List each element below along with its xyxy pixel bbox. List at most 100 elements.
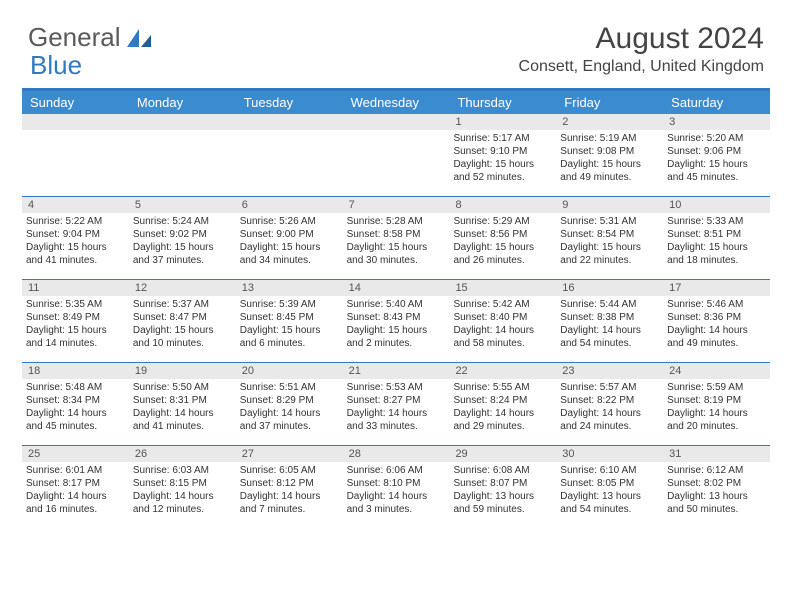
sunset-text: Sunset: 8:22 PM xyxy=(560,394,659,407)
daylight-text: Daylight: 14 hours and 20 minutes. xyxy=(667,407,766,433)
day-number: 17 xyxy=(663,280,770,296)
day-cell: 13Sunrise: 5:39 AMSunset: 8:45 PMDayligh… xyxy=(236,280,343,362)
sunrise-text: Sunrise: 5:44 AM xyxy=(560,298,659,311)
daylight-text: Daylight: 13 hours and 54 minutes. xyxy=(560,490,659,516)
day-header-sun: Sunday xyxy=(22,91,129,114)
sunrise-text: Sunrise: 5:24 AM xyxy=(133,215,232,228)
sunrise-text: Sunrise: 5:28 AM xyxy=(347,215,446,228)
sunset-text: Sunset: 8:27 PM xyxy=(347,394,446,407)
sunset-text: Sunset: 9:08 PM xyxy=(560,145,659,158)
day-cell: 21Sunrise: 5:53 AMSunset: 8:27 PMDayligh… xyxy=(343,363,450,445)
day-cell: 20Sunrise: 5:51 AMSunset: 8:29 PMDayligh… xyxy=(236,363,343,445)
day-number: 3 xyxy=(663,114,770,130)
daylight-text: Daylight: 15 hours and 18 minutes. xyxy=(667,241,766,267)
day-number xyxy=(129,114,236,130)
day-number: 21 xyxy=(343,363,450,379)
day-cell: 12 Sunrise: 5:37 AMSunset: 8:47 PMDayligh… xyxy=(129,280,236,362)
sunset-text: Sunset: 8:58 PM xyxy=(347,228,446,241)
logo: General xyxy=(28,22,153,53)
sunrise-text: Sunrise: 5:50 AM xyxy=(133,381,232,394)
day-header-wed: Wednesday xyxy=(343,91,450,114)
sunrise-text: Sunrise: 5:39 AM xyxy=(240,298,339,311)
day-cell: 22Sunrise: 5:55 AMSunset: 8:24 PMDayligh… xyxy=(449,363,556,445)
day-header-row: Sunday Monday Tuesday Wednesday Thursday… xyxy=(22,91,770,114)
sunset-text: Sunset: 9:00 PM xyxy=(240,228,339,241)
day-number: 15 xyxy=(449,280,556,296)
day-cell: 11Sunrise: 5:35 AMSunset: 8:49 PMDayligh… xyxy=(22,280,129,362)
sunrise-text: Sunrise: 5:51 AM xyxy=(240,381,339,394)
sunset-text: Sunset: 8:31 PM xyxy=(133,394,232,407)
day-number: 30 xyxy=(556,446,663,462)
day-number: 8 xyxy=(449,197,556,213)
day-number: 19 xyxy=(129,363,236,379)
daylight-text: Daylight: 13 hours and 50 minutes. xyxy=(667,490,766,516)
daylight-text: Daylight: 14 hours and 3 minutes. xyxy=(347,490,446,516)
day-cell: 27Sunrise: 6:05 AMSunset: 8:12 PMDayligh… xyxy=(236,446,343,528)
sunset-text: Sunset: 9:06 PM xyxy=(667,145,766,158)
day-cell: 18Sunrise: 5:48 AMSunset: 8:34 PMDayligh… xyxy=(22,363,129,445)
sunrise-text: Sunrise: 6:12 AM xyxy=(667,464,766,477)
week-row: 18Sunrise: 5:48 AMSunset: 8:34 PMDayligh… xyxy=(22,362,770,445)
sunrise-text: Sunrise: 5:29 AM xyxy=(453,215,552,228)
day-number: 31 xyxy=(663,446,770,462)
sunset-text: Sunset: 9:02 PM xyxy=(133,228,232,241)
daylight-text: Daylight: 14 hours and 54 minutes. xyxy=(560,324,659,350)
sunset-text: Sunset: 8:34 PM xyxy=(26,394,125,407)
daylight-text: Daylight: 15 hours and 6 minutes. xyxy=(240,324,339,350)
sunrise-text: Sunrise: 5:33 AM xyxy=(667,215,766,228)
day-number: 29 xyxy=(449,446,556,462)
sunset-text: Sunset: 8:47 PM xyxy=(133,311,232,324)
sunrise-text: Sunrise: 5:57 AM xyxy=(560,381,659,394)
day-cell: 31Sunrise: 6:12 AMSunset: 8:02 PMDayligh… xyxy=(663,446,770,528)
sunset-text: Sunset: 8:24 PM xyxy=(453,394,552,407)
daylight-text: Daylight: 15 hours and 30 minutes. xyxy=(347,241,446,267)
daylight-text: Daylight: 14 hours and 7 minutes. xyxy=(240,490,339,516)
day-number xyxy=(343,114,450,130)
sunrise-text: Sunrise: 5:46 AM xyxy=(667,298,766,311)
header: General August 2024 Consett, England, Un… xyxy=(0,0,792,82)
day-header-fri: Friday xyxy=(556,91,663,114)
empty-cell xyxy=(236,114,343,196)
sunrise-text: Sunrise: 5:59 AM xyxy=(667,381,766,394)
sunrise-text: Sunrise: 6:08 AM xyxy=(453,464,552,477)
logo-sail-icon xyxy=(125,27,153,49)
sunrise-text: Sunrise: 5:42 AM xyxy=(453,298,552,311)
title-block: August 2024 Consett, England, United Kin… xyxy=(519,22,764,76)
day-header-thu: Thursday xyxy=(449,91,556,114)
day-number: 10 xyxy=(663,197,770,213)
day-number: 27 xyxy=(236,446,343,462)
weeks-container: 1Sunrise: 5:17 AMSunset: 9:10 PMDaylight… xyxy=(22,114,770,528)
sunset-text: Sunset: 8:05 PM xyxy=(560,477,659,490)
day-number: 16 xyxy=(556,280,663,296)
daylight-text: Daylight: 14 hours and 37 minutes. xyxy=(240,407,339,433)
daylight-text: Daylight: 14 hours and 49 minutes. xyxy=(667,324,766,350)
day-cell: 5 Sunrise: 5:24 AMSunset: 9:02 PMDaylight… xyxy=(129,197,236,279)
daylight-text: Daylight: 15 hours and 37 minutes. xyxy=(133,241,232,267)
sunset-text: Sunset: 8:29 PM xyxy=(240,394,339,407)
sunrise-text: Sunrise: 6:01 AM xyxy=(26,464,125,477)
daylight-text: Daylight: 15 hours and 41 minutes. xyxy=(26,241,125,267)
day-number: 25 xyxy=(22,446,129,462)
daylight-text: Daylight: 13 hours and 59 minutes. xyxy=(453,490,552,516)
sunrise-text: Sunrise: 6:06 AM xyxy=(347,464,446,477)
calendar: Sunday Monday Tuesday Wednesday Thursday… xyxy=(22,88,770,528)
day-number: 12 xyxy=(129,280,236,296)
day-number: 5 xyxy=(129,197,236,213)
day-header-mon: Monday xyxy=(129,91,236,114)
daylight-text: Daylight: 15 hours and 14 minutes. xyxy=(26,324,125,350)
sunrise-text: Sunrise: 5:37 AM xyxy=(133,298,232,311)
day-number xyxy=(22,114,129,130)
sunset-text: Sunset: 8:10 PM xyxy=(347,477,446,490)
day-number: 1 xyxy=(449,114,556,130)
day-cell: 2Sunrise: 5:19 AMSunset: 9:08 PMDaylight… xyxy=(556,114,663,196)
daylight-text: Daylight: 14 hours and 41 minutes. xyxy=(133,407,232,433)
sunrise-text: Sunrise: 5:20 AM xyxy=(667,132,766,145)
day-header-tue: Tuesday xyxy=(236,91,343,114)
daylight-text: Daylight: 15 hours and 2 minutes. xyxy=(347,324,446,350)
day-number: 28 xyxy=(343,446,450,462)
day-cell: 23Sunrise: 5:57 AMSunset: 8:22 PMDayligh… xyxy=(556,363,663,445)
week-row: 11Sunrise: 5:35 AMSunset: 8:49 PMDayligh… xyxy=(22,279,770,362)
daylight-text: Daylight: 14 hours and 58 minutes. xyxy=(453,324,552,350)
daylight-text: Daylight: 15 hours and 10 minutes. xyxy=(133,324,232,350)
sunrise-text: Sunrise: 5:17 AM xyxy=(453,132,552,145)
